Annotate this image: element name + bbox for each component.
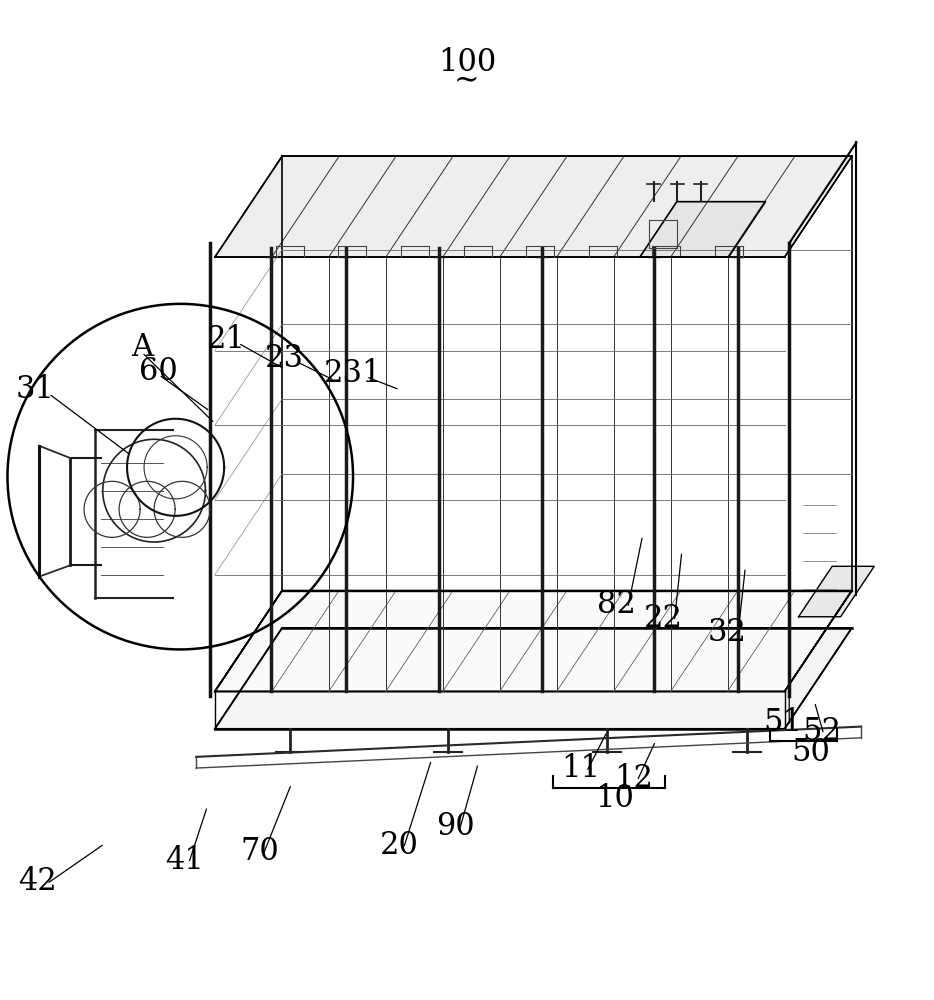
Text: 52: 52 <box>802 716 842 747</box>
Text: 22: 22 <box>644 603 683 634</box>
Polygon shape <box>215 591 852 691</box>
Text: 231: 231 <box>324 358 382 389</box>
Text: 42: 42 <box>18 866 57 897</box>
Polygon shape <box>215 156 852 257</box>
Text: 41: 41 <box>165 845 205 876</box>
Polygon shape <box>640 202 766 257</box>
Text: 60: 60 <box>139 356 178 387</box>
Text: 50: 50 <box>791 737 830 768</box>
Text: 31: 31 <box>16 374 55 405</box>
Text: 20: 20 <box>380 830 419 861</box>
Text: ∼: ∼ <box>454 64 480 95</box>
Text: 70: 70 <box>240 836 279 867</box>
Text: 100: 100 <box>438 47 496 78</box>
Text: 23: 23 <box>265 343 304 374</box>
Text: 82: 82 <box>597 589 636 620</box>
Text: 51: 51 <box>763 707 802 738</box>
Polygon shape <box>215 628 852 729</box>
Text: A: A <box>131 332 153 363</box>
Text: 90: 90 <box>436 811 475 842</box>
Polygon shape <box>799 566 874 617</box>
Text: 21: 21 <box>206 324 246 355</box>
Text: 12: 12 <box>614 763 653 794</box>
Text: 10: 10 <box>595 783 634 814</box>
Text: 32: 32 <box>707 617 746 648</box>
Text: 11: 11 <box>561 753 601 784</box>
